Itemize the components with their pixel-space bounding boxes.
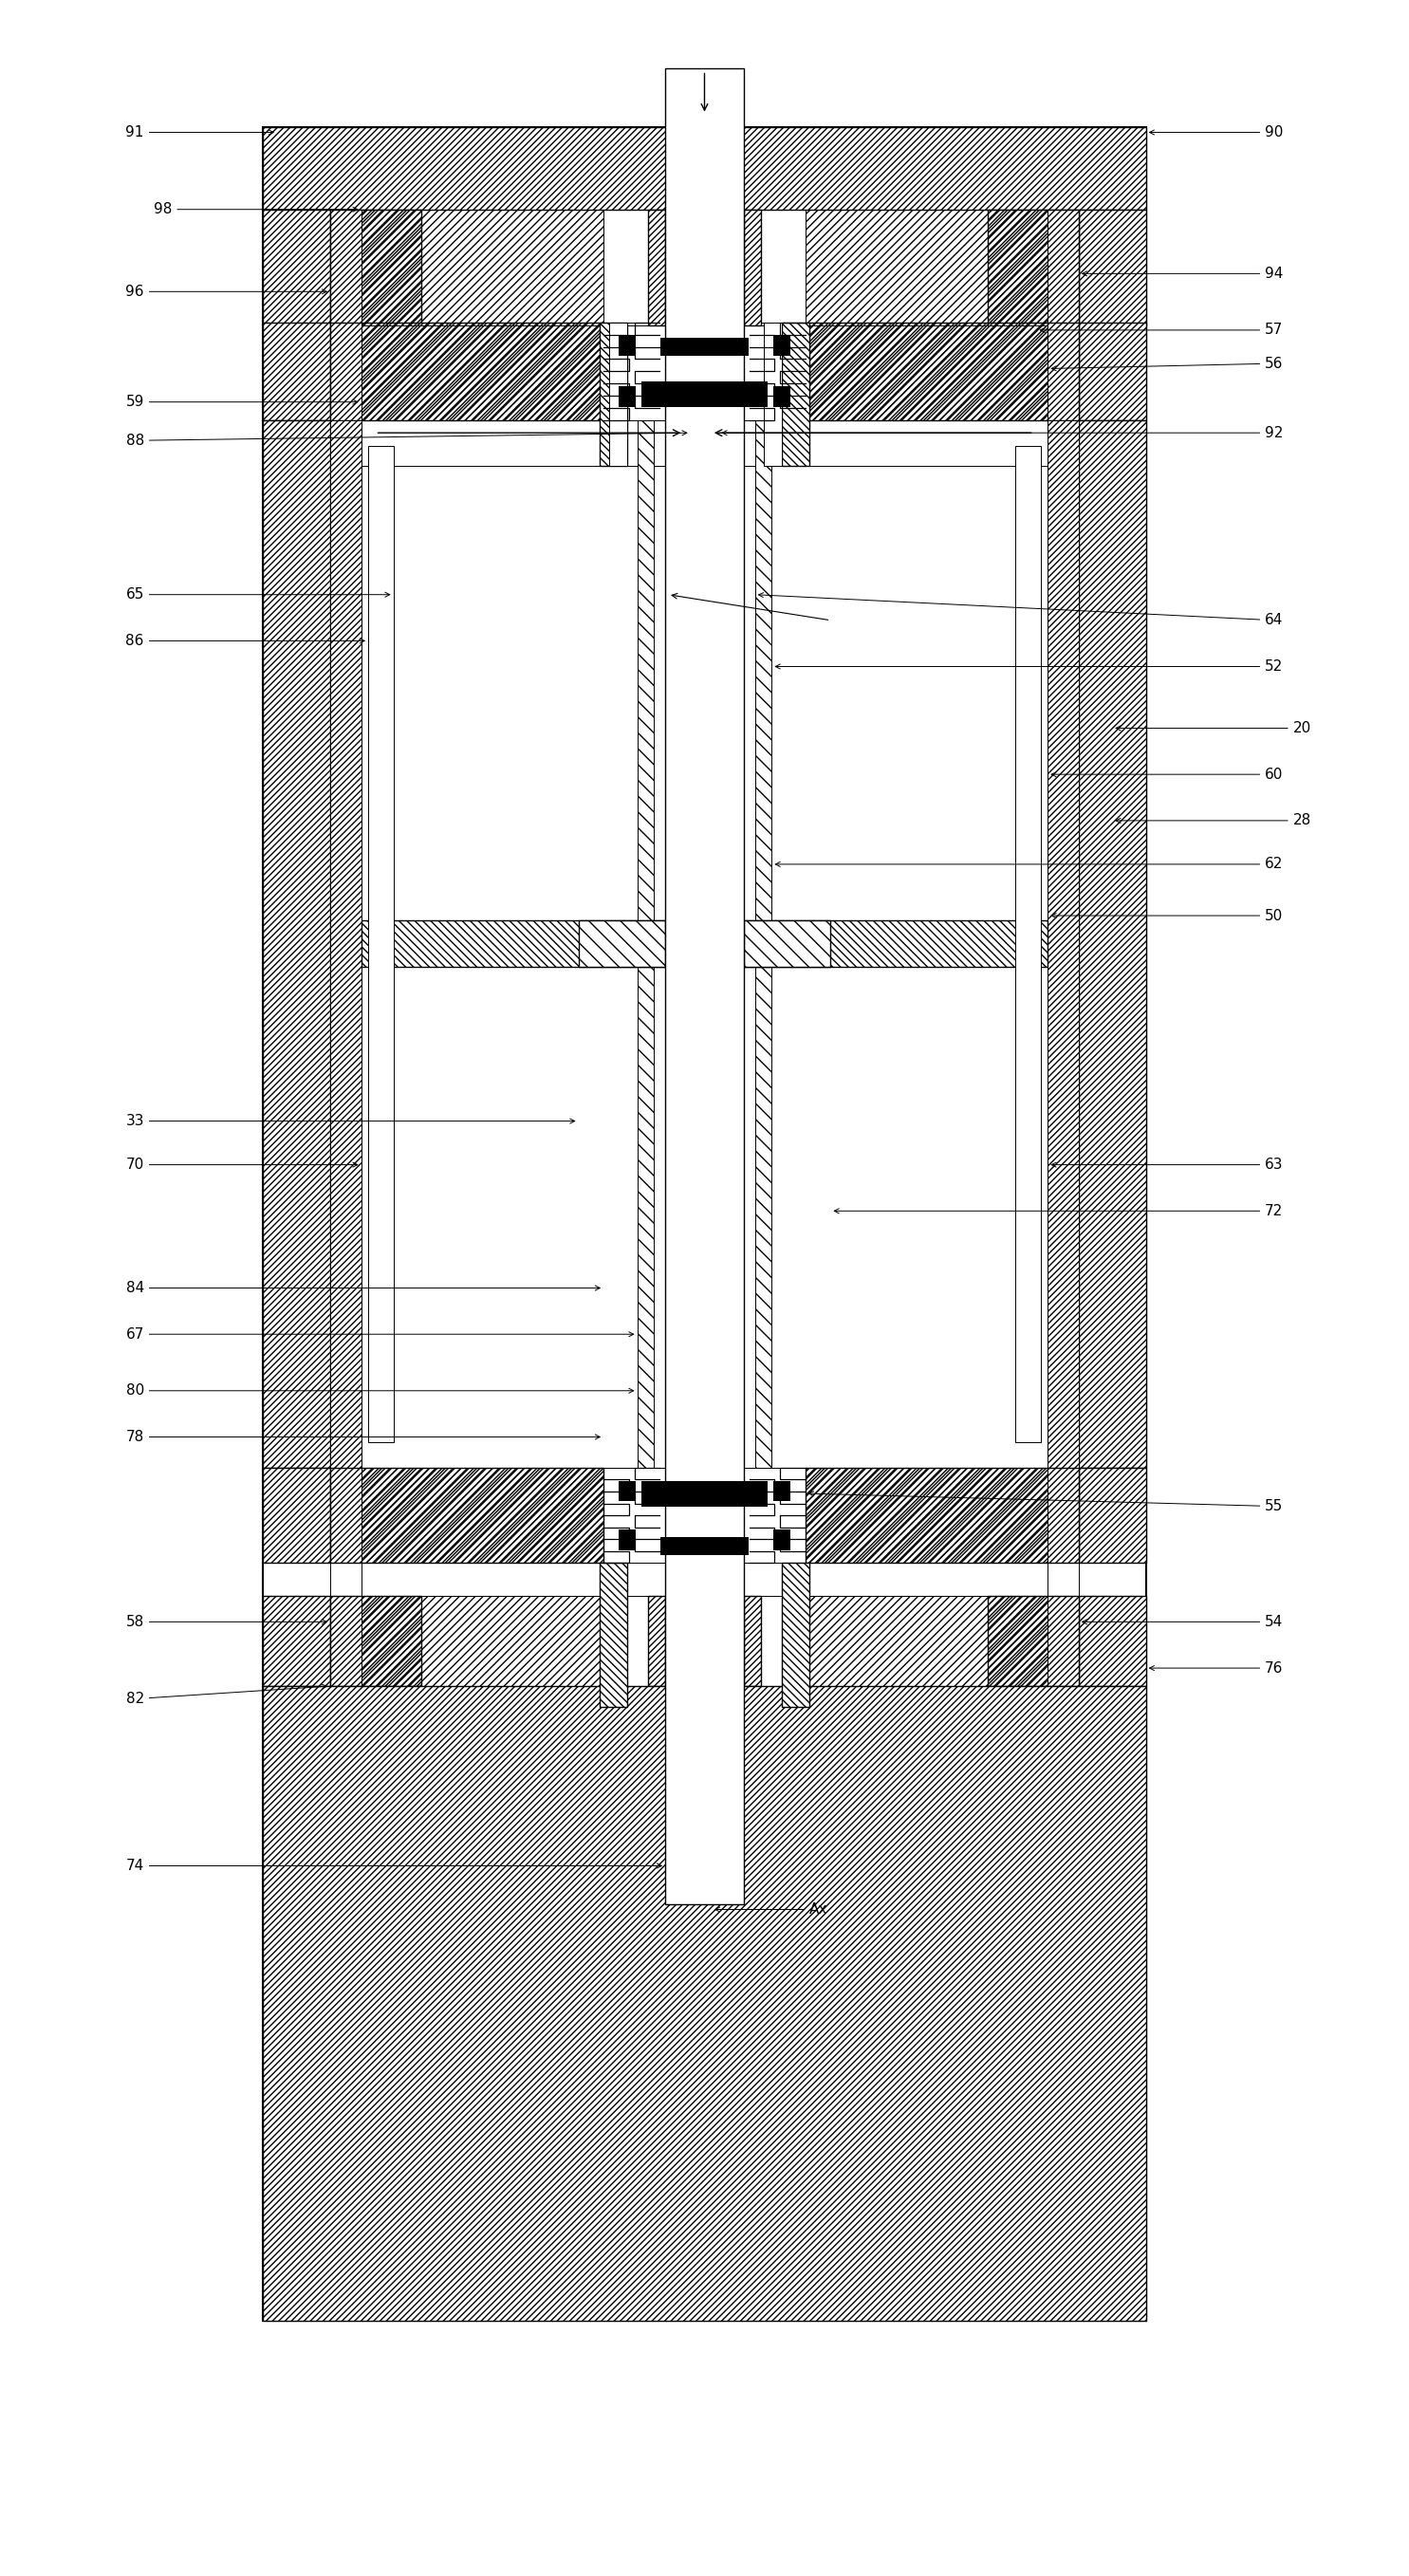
Text: 74: 74 <box>125 1860 662 1873</box>
Bar <box>579 920 665 966</box>
Bar <box>806 1468 1079 1564</box>
Text: 94: 94 <box>1082 265 1284 281</box>
Text: 20: 20 <box>1116 721 1312 734</box>
Bar <box>599 1564 627 1705</box>
Bar <box>806 1468 1048 1564</box>
Text: 50: 50 <box>1051 909 1284 922</box>
Text: 70: 70 <box>125 1157 358 1172</box>
Text: 96: 96 <box>125 283 327 299</box>
Text: 58: 58 <box>125 1615 327 1628</box>
Text: 86: 86 <box>125 634 365 649</box>
Text: 63: 63 <box>1051 1157 1284 1172</box>
Bar <box>1079 322 1146 420</box>
Bar <box>648 209 665 325</box>
Bar <box>988 209 1079 325</box>
Bar <box>1048 420 1079 1468</box>
Bar <box>774 1481 790 1502</box>
Text: 57: 57 <box>1040 322 1284 337</box>
Bar <box>619 1530 635 1551</box>
Bar <box>782 322 810 466</box>
Text: Ax: Ax <box>716 1901 828 1917</box>
Bar <box>661 337 748 355</box>
Bar <box>1016 446 1041 1443</box>
Bar <box>744 209 761 325</box>
Bar <box>641 381 768 407</box>
Bar <box>774 1530 790 1551</box>
Bar <box>661 1538 748 1556</box>
Bar <box>806 1597 1048 1687</box>
Text: 88: 88 <box>125 430 686 448</box>
Bar <box>599 322 627 466</box>
Text: 55: 55 <box>809 1492 1284 1515</box>
Bar <box>619 386 635 407</box>
Text: 65: 65 <box>125 587 390 603</box>
Text: 78: 78 <box>125 1430 600 1445</box>
Bar <box>263 1687 1146 2321</box>
Bar <box>648 1597 665 1687</box>
Text: 82: 82 <box>125 1685 327 1705</box>
Bar <box>744 1597 761 1687</box>
Bar <box>263 420 330 1468</box>
Text: 67: 67 <box>125 1327 634 1342</box>
Bar <box>361 920 1048 966</box>
Text: 52: 52 <box>775 659 1284 675</box>
Bar <box>774 386 790 407</box>
Bar <box>361 1597 603 1687</box>
Text: 60: 60 <box>1051 768 1284 781</box>
Bar <box>744 920 830 966</box>
Text: 56: 56 <box>1051 355 1284 371</box>
Bar <box>361 322 603 420</box>
Bar <box>619 1481 635 1502</box>
Text: 72: 72 <box>834 1203 1284 1218</box>
Bar <box>263 322 330 420</box>
Bar <box>774 335 790 355</box>
Text: 54: 54 <box>1082 1615 1284 1628</box>
Bar <box>1079 420 1146 1468</box>
Bar <box>637 420 654 1468</box>
Bar <box>609 322 627 466</box>
Bar <box>263 1468 330 1564</box>
Bar <box>641 1481 768 1507</box>
Text: 80: 80 <box>125 1383 634 1399</box>
Bar <box>1079 1468 1146 1564</box>
Bar <box>330 1597 421 1687</box>
Bar <box>330 322 603 420</box>
Bar <box>361 209 603 325</box>
Text: 28: 28 <box>1116 814 1312 827</box>
Bar <box>263 126 1146 209</box>
Bar <box>806 322 1048 420</box>
Text: 84: 84 <box>125 1280 600 1296</box>
Bar <box>361 1468 603 1564</box>
Bar <box>755 420 772 1468</box>
Bar <box>665 67 744 1904</box>
Bar <box>806 209 1048 325</box>
Bar <box>330 420 361 1468</box>
Text: 92: 92 <box>723 425 1284 440</box>
Text: 33: 33 <box>125 1113 575 1128</box>
Text: 98: 98 <box>154 204 358 216</box>
Bar <box>368 446 393 1443</box>
Text: 91: 91 <box>125 126 273 139</box>
Text: 64: 64 <box>758 592 1284 629</box>
Bar <box>782 1564 810 1705</box>
Bar <box>263 209 330 325</box>
Text: 59: 59 <box>125 394 358 410</box>
Bar <box>1079 1597 1146 1687</box>
Bar <box>330 1468 603 1564</box>
Bar <box>806 322 1079 420</box>
Bar <box>764 322 782 466</box>
Text: 76: 76 <box>1150 1662 1284 1674</box>
Text: 90: 90 <box>1150 126 1284 139</box>
Bar <box>988 1597 1079 1687</box>
Bar <box>263 126 1146 2321</box>
Bar <box>619 335 635 355</box>
Bar <box>263 1597 330 1687</box>
Text: 62: 62 <box>775 858 1284 871</box>
Bar <box>330 209 421 325</box>
Bar <box>1079 209 1146 325</box>
